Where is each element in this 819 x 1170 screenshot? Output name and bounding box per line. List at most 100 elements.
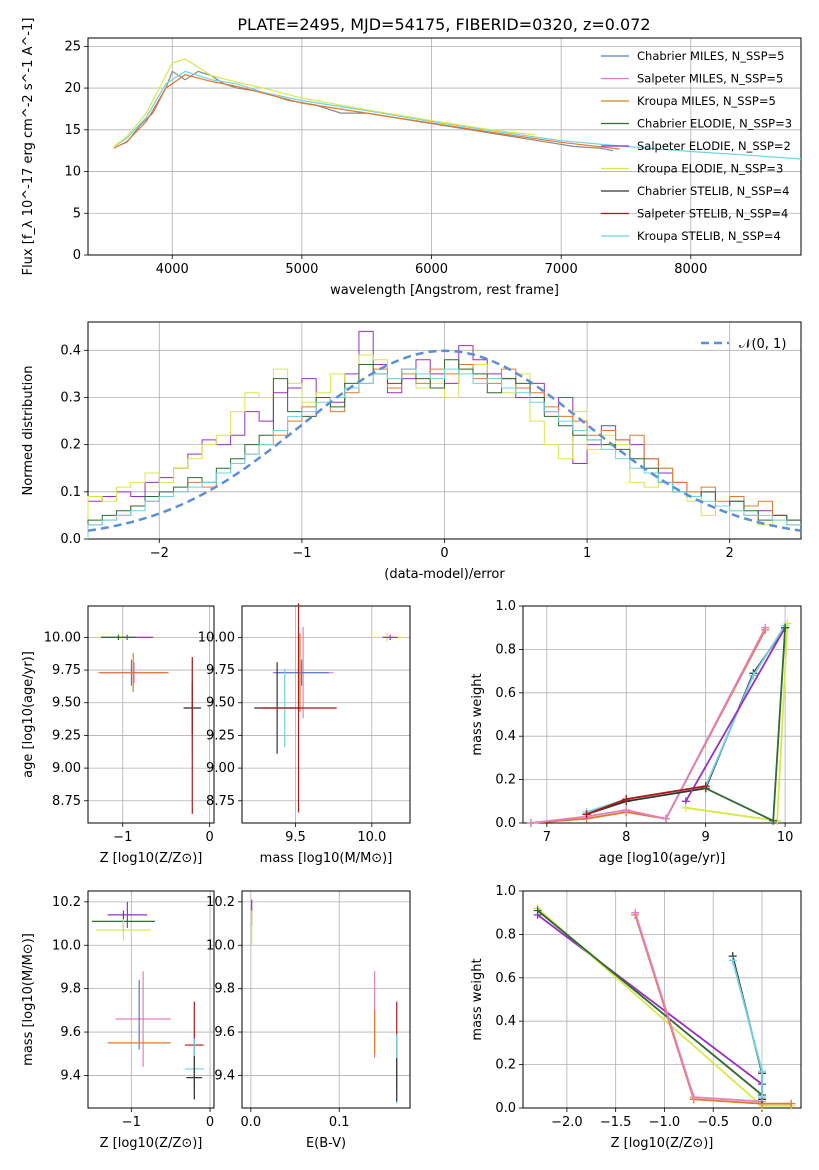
tick-label-x: 8 xyxy=(622,830,630,845)
mass-weight-series-5 xyxy=(685,623,789,822)
tick-label-y: 9.00 xyxy=(206,761,235,776)
axes-frame xyxy=(522,605,802,824)
data-point-marker xyxy=(681,803,690,812)
tick-label-y: 10.00 xyxy=(44,630,81,645)
data-point-marker xyxy=(582,810,591,819)
tick-label-y: 9.75 xyxy=(206,663,235,678)
tick-label-x: 0.0 xyxy=(752,1115,773,1130)
tick-label-x: 0 xyxy=(440,546,448,561)
residual-histogram-panel: −2 −1 0 1 2 0.0 0.1 0.2 0.3 0.4 (data-model)/error… xyxy=(21,321,802,582)
tick-label-y: 9.4 xyxy=(60,1068,81,1083)
tick-label-x: 0.0 xyxy=(240,1115,261,1130)
x-axis-label: (data-model)/error xyxy=(384,567,505,582)
tick-label-y: 10.2 xyxy=(206,895,235,910)
tick-label-y: 0.2 xyxy=(495,773,516,788)
y-axis-label: age [log10(age/yr)] xyxy=(21,651,36,778)
data-point-marker xyxy=(526,819,535,827)
tick-label-y: 9.4 xyxy=(214,1068,235,1083)
normal-curve xyxy=(87,349,802,532)
tick-label-y: 9.6 xyxy=(60,1025,81,1040)
tick-label-y: 0.4 xyxy=(495,729,516,744)
tick-label-y: 0.4 xyxy=(495,1014,516,1029)
tick-label-y: 10.00 xyxy=(198,630,235,645)
y-axis-label: mass weight xyxy=(470,673,485,755)
data-point-marker xyxy=(781,623,790,632)
mass-weight-series-6 xyxy=(705,627,786,823)
axes-frame xyxy=(241,605,411,824)
tick-label-x: 8000 xyxy=(674,262,707,277)
tick-label-x: 0.1 xyxy=(329,1115,350,1130)
legend-entry: Kroupa MILES, N_SSP=5 xyxy=(637,94,776,108)
mass-vs-metallicity-panel: −1 0 9.4 9.6 9.8 10.0 10.2 Z [log10(Z/Z⊙)] mass … xyxy=(21,890,215,1151)
y-axis-label: mass [log10(M/M⊙)] xyxy=(21,933,36,1066)
legend-entry: Chabrier ELODIE, N_SSP=3 xyxy=(637,117,792,131)
tick-label-y: 8.75 xyxy=(206,794,235,809)
tick-label-y: 25 xyxy=(64,39,81,54)
data-point-marker xyxy=(701,782,710,791)
x-axis-label: mass [log10(M/M⊙)] xyxy=(260,851,393,866)
tick-label-y: 0 xyxy=(73,248,81,263)
histogram-series-4 xyxy=(87,368,801,539)
axes-frame xyxy=(87,321,802,540)
data-point-marker xyxy=(631,908,640,917)
tick-label-y: 10.2 xyxy=(52,895,81,910)
tick-label-x: 7 xyxy=(543,830,551,845)
tick-label-y: 9.50 xyxy=(52,696,81,711)
mass-weight-vs-age-panel: 7 8 9 10 0.0 0.2 0.4 0.6 0.8 1.0 age [log10(age/yr… xyxy=(470,599,802,866)
tick-label-y: 0.1 xyxy=(60,485,81,500)
mass-weight-series-4 xyxy=(685,627,786,802)
legend-entry: Salpeter ELODIE, N_SSP=2 xyxy=(637,139,791,153)
tick-label-x: 0 xyxy=(206,830,214,845)
tick-label-y: 0.6 xyxy=(495,686,516,701)
mass-weight-series-3 xyxy=(586,625,786,813)
axes-frame xyxy=(522,890,802,1109)
data-point-marker xyxy=(769,816,778,825)
tick-label-y: 9.25 xyxy=(206,728,235,743)
tick-label-y: 9.75 xyxy=(52,663,81,678)
tick-label-y: 9.50 xyxy=(206,696,235,711)
x-axis-label: Z [log10(Z/Z⊙)] xyxy=(611,1136,714,1151)
tick-label-y: 9.6 xyxy=(214,1025,235,1040)
tick-label-x: 2 xyxy=(726,546,734,561)
tick-label-y: 0.3 xyxy=(60,390,81,405)
mass-weight-series-0 xyxy=(530,629,767,824)
tick-label-x: 9 xyxy=(702,830,710,845)
mass-weight-series-2 xyxy=(586,627,786,816)
tick-label-x: −2 xyxy=(150,546,169,561)
spectrum-panel: 4000 5000 6000 7000 8000 0 5 10 15 20 25 wavelength… xyxy=(21,18,802,298)
spectrum-title: PLATE=2495, MJD=54175, FIBERID=0320, z=0… xyxy=(237,15,650,34)
tick-label-x: 5000 xyxy=(285,262,318,277)
axes-frame xyxy=(87,37,802,256)
tick-label-y: 9.8 xyxy=(214,982,235,997)
data-point-marker xyxy=(757,1067,766,1076)
tick-label-x: 7000 xyxy=(545,262,578,277)
data-point-marker xyxy=(661,814,670,823)
tick-label-y: 10.0 xyxy=(52,938,81,953)
tick-label-x: 10.0 xyxy=(357,830,386,845)
mass-weight-series-2 xyxy=(537,909,763,1096)
tick-label-y: 8.75 xyxy=(52,794,81,809)
spectrum-series-2 xyxy=(113,58,536,147)
x-axis-label: Z [log10(Z/Z⊙)] xyxy=(100,1136,203,1151)
tick-label-x: −1 xyxy=(292,546,311,561)
tick-label-y: 0.2 xyxy=(495,1058,516,1073)
legend-entry: Salpeter STELIB, N_SSP=4 xyxy=(637,207,788,221)
data-point-marker xyxy=(728,956,737,965)
spectrum-series-1 xyxy=(113,70,802,160)
data-point-marker xyxy=(761,623,770,632)
legend-entry: Kroupa ELODIE, N_SSP=3 xyxy=(637,162,783,176)
data-point-marker xyxy=(787,1099,796,1108)
data-point-marker xyxy=(689,1093,698,1102)
legend-entry: 𝒩(0, 1) xyxy=(739,337,786,352)
tick-label-x: −1 xyxy=(122,1115,141,1130)
tick-label-y: 0.0 xyxy=(495,816,516,831)
tick-label-x: −1 xyxy=(113,830,132,845)
data-point-marker xyxy=(783,619,792,628)
tick-label-y: 9.8 xyxy=(60,982,81,997)
spectrum-series-3 xyxy=(113,74,620,150)
legend-entry: Kroupa STELIB, N_SSP=4 xyxy=(637,229,781,243)
tick-label-y: 0.8 xyxy=(495,927,516,942)
data-point-marker xyxy=(757,1093,766,1102)
tick-label-y: 10.0 xyxy=(206,938,235,953)
legend-entry: Chabrier MILES, N_SSP=5 xyxy=(637,49,784,63)
